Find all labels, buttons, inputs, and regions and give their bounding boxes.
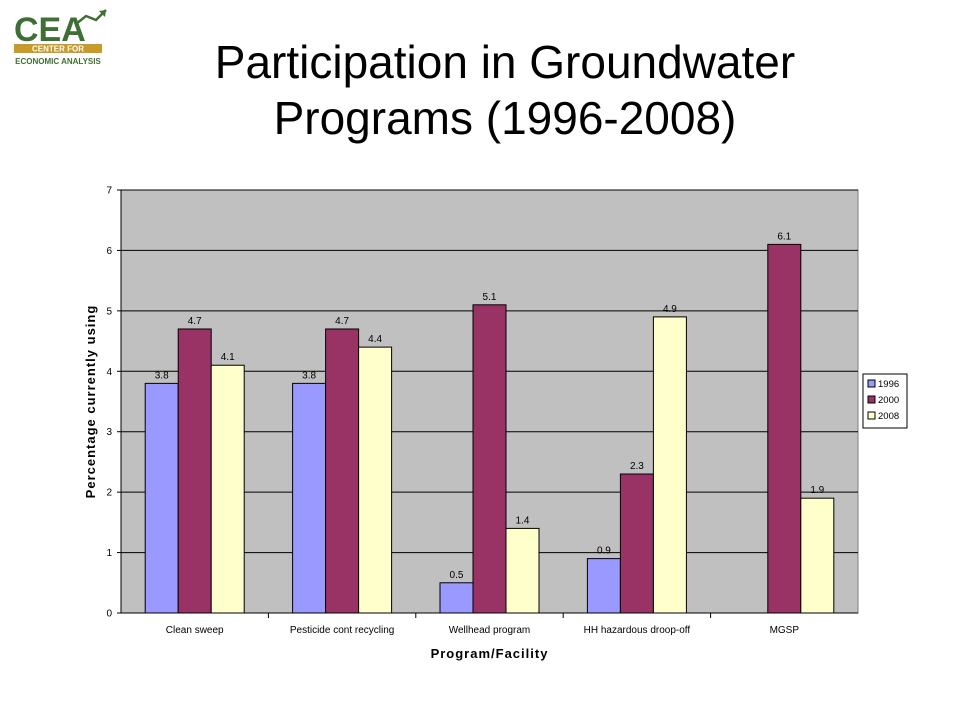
y-tick-label: 3 (106, 427, 112, 438)
data-label: 3.8 (155, 370, 169, 381)
y-tick-label: 4 (106, 367, 112, 378)
x-tick-label: Pesticide cont recycling (290, 625, 395, 636)
x-tick-label: HH hazardous droop-off (584, 625, 691, 636)
bar-2008 (800, 497, 835, 614)
bar-2000 (619, 473, 654, 614)
bar-2000 (472, 304, 507, 614)
y-tick-label: 2 (106, 488, 112, 499)
bar-2008 (210, 364, 245, 614)
data-label: 0.5 (450, 570, 464, 581)
x-tick-label: Clean sweep (166, 625, 224, 636)
y-tick-label: 7 (106, 186, 112, 197)
logo-band (14, 44, 102, 53)
data-label: 4.4 (368, 334, 382, 345)
data-label: 1.9 (810, 485, 824, 496)
bar-1996 (586, 558, 621, 614)
bar-1996 (439, 582, 474, 614)
data-label: 5.1 (483, 292, 497, 303)
legend-label: 2000 (878, 395, 899, 406)
y-tick-label: 5 (106, 306, 112, 317)
data-label: 4.7 (188, 316, 202, 327)
bar-2000 (325, 328, 360, 614)
logo-arrow-icon (75, 9, 107, 25)
legend-label: 2008 (878, 411, 899, 422)
legend-swatch-2008 (867, 411, 876, 420)
data-label: 4.7 (335, 316, 349, 327)
y-axis-title: Percentage currently using (83, 305, 98, 499)
x-axis-title: Program/Facility (431, 646, 549, 661)
y-tick-label: 1 (106, 548, 112, 559)
logo-letters: CEA (14, 11, 86, 49)
y-tick-label: 6 (106, 246, 112, 257)
data-label: 1.4 (516, 515, 530, 526)
data-label: 4.1 (221, 352, 235, 363)
legend-swatch-2000 (867, 395, 876, 404)
legend-label: 1996 (878, 379, 899, 390)
data-label: 4.9 (663, 304, 677, 315)
bar-1996 (292, 382, 327, 614)
x-tick-label: Wellhead program (449, 625, 531, 636)
slide-title: Participation in Groundwater Programs (1… (120, 34, 890, 146)
slide-title-line1: Participation in Groundwater (214, 36, 796, 88)
data-label: 3.8 (302, 370, 316, 381)
bar-2008 (505, 527, 540, 614)
cea-logo: CEA CENTER FOR ECONOMIC ANALYSIS (14, 9, 107, 66)
bar-2000 (767, 243, 802, 614)
logo-line2: ECONOMIC ANALYSIS (15, 57, 101, 66)
slide-title-line2: Programs (1996-2008) (273, 92, 737, 144)
bar-2000 (177, 328, 212, 614)
y-tick-label: 0 (106, 609, 112, 620)
x-tick-label: MGSP (770, 625, 800, 636)
bar-2008 (652, 316, 687, 614)
logo-arrowhead-icon (99, 10, 106, 17)
data-label: 0.9 (597, 546, 611, 557)
legend-swatch-1996 (867, 379, 876, 388)
data-label: 2.3 (630, 461, 644, 472)
bar-1996 (144, 382, 179, 614)
data-label: 6.1 (777, 231, 791, 242)
logo-line1: CENTER FOR (32, 45, 84, 54)
bar-2008 (358, 346, 393, 614)
